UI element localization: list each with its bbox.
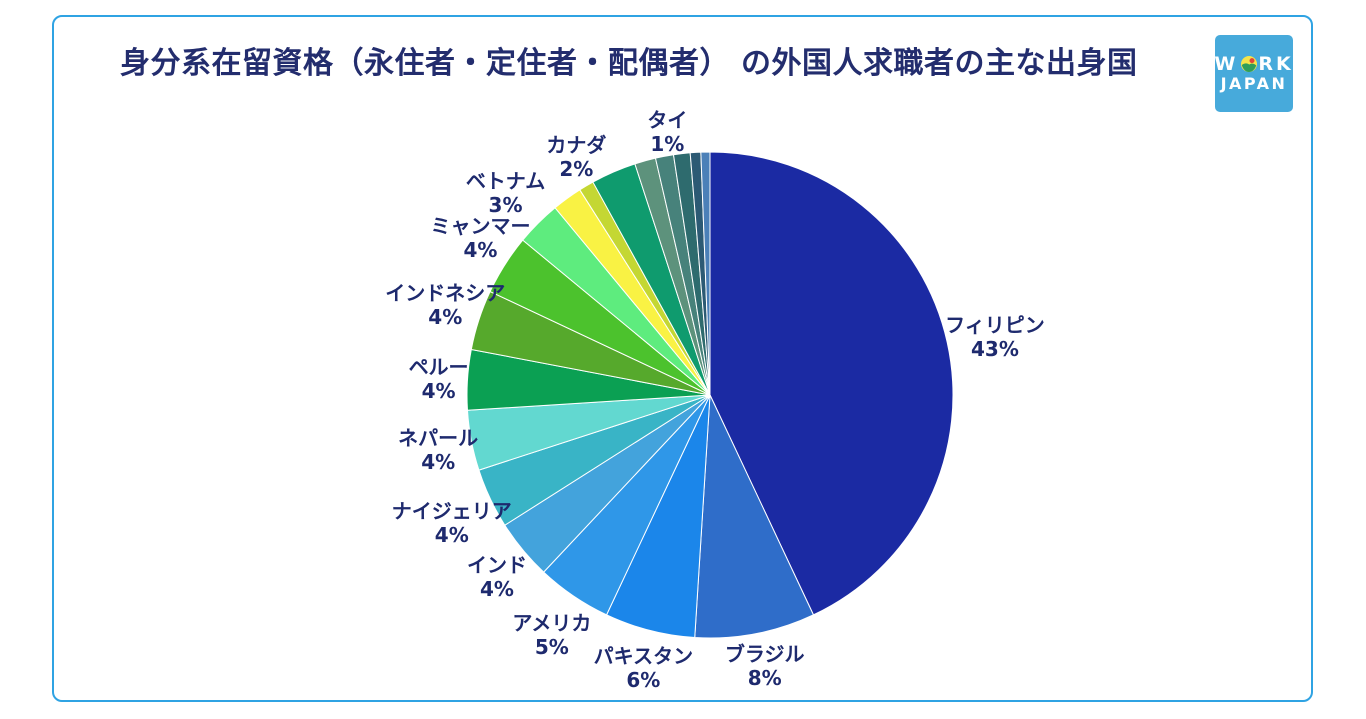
pie-slice-0 (709, 151, 954, 616)
slice-label-pct: 4% (434, 523, 469, 548)
slice-label-name: フィリピン (945, 313, 1045, 338)
slice-label-pct: 1% (650, 131, 685, 156)
slice-label-pct: 4% (421, 378, 456, 403)
slice-label-1: ブラジル 8% (725, 642, 805, 690)
slice-label-name: インドネシア (385, 280, 506, 305)
slice-label-name: カナダ (546, 132, 607, 157)
slice-label-3: アメリカ 5% (512, 611, 591, 659)
logo-word1-prefix: W (1214, 53, 1239, 75)
slice-label-name: ネパール (398, 425, 479, 450)
slice-label-12: タイ 1% (647, 108, 687, 156)
logo-line2: JAPAN (1220, 74, 1288, 93)
slice-label-7: ペルー 4% (409, 355, 469, 403)
slice-label-pct: 4% (463, 237, 498, 262)
slice-label-10: ベトナム 3% (466, 169, 545, 217)
slice-label-name: タイ (647, 107, 688, 132)
slice-label-pct: 5% (534, 634, 569, 659)
slice-label-pct: 43% (971, 337, 1019, 362)
workjapan-logo: W RK JAPAN (1214, 35, 1293, 112)
slice-label-name: アメリカ (512, 610, 592, 635)
slice-label-11: カナダ 2% (546, 133, 606, 181)
chart-title: 身分系在留資格（永住者・定住者・配偶者） の外国人求職者の主な出身国 (120, 46, 1138, 81)
slice-label-pct: 6% (626, 667, 661, 692)
slice-label-9: ミャンマー 4% (430, 214, 530, 262)
slice-label-name: ベトナム (465, 168, 546, 193)
slice-label-name: パキスタン (593, 643, 694, 668)
slice-label-2: パキスタン 6% (594, 644, 693, 692)
slice-label-name: ペルー (408, 354, 469, 379)
slice-label-5: ナイジェリア 4% (392, 499, 512, 547)
slice-label-pct: 2% (559, 156, 594, 181)
slice-label-name: インド (467, 553, 527, 578)
slice-label-pct: 4% (428, 304, 463, 329)
slice-label-name: ナイジェリア (391, 499, 512, 524)
pie-slice-1 (694, 394, 814, 639)
slice-label-pct: 8% (747, 665, 782, 690)
globe-icon (1241, 56, 1258, 72)
slice-label-pct: 4% (421, 449, 456, 474)
slice-label-pct: 4% (480, 577, 514, 602)
pie-slice-18 (700, 151, 711, 396)
slice-label-pct: 3% (488, 192, 523, 217)
slice-label-8: インドネシア 4% (385, 281, 505, 329)
slice-label-4: インド 4% (467, 553, 527, 601)
slice-label-name: ミャンマー (430, 213, 531, 238)
logo-line1: W RK (1214, 54, 1293, 74)
slice-label-name: ブラジル (724, 641, 805, 666)
slice-label-0: フィリピン 43% (945, 313, 1045, 361)
slice-label-6: ネパール 4% (398, 426, 478, 474)
logo-word1-suffix: RK (1258, 53, 1294, 75)
